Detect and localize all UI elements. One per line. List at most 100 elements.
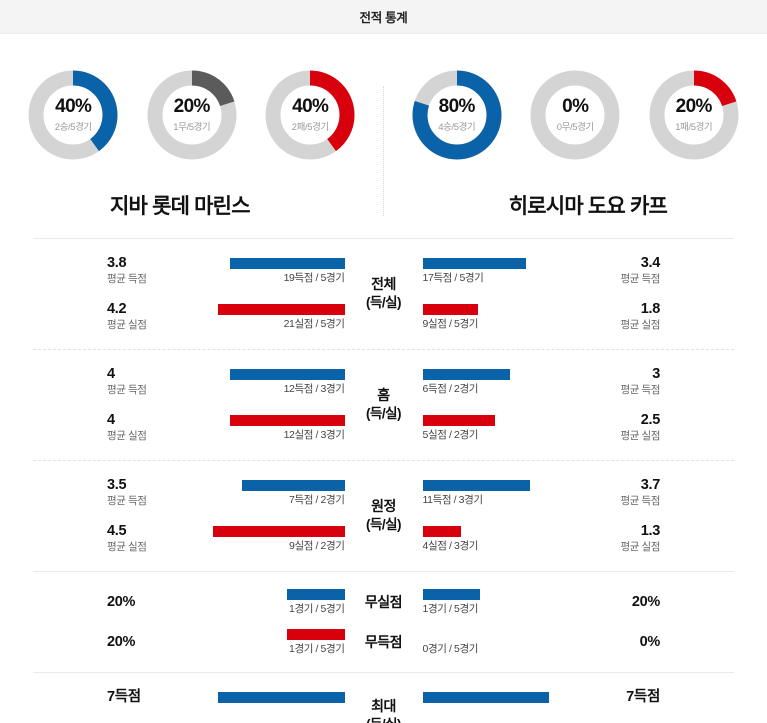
stat-value: 20% — [107, 633, 136, 650]
stat-value-label: 평균 득점 — [107, 495, 147, 508]
stat-bar-col: 12실점 / 3경기 — [159, 414, 345, 442]
stat-bar-label: 4실점 / 3경기 — [422, 539, 479, 552]
stat-line: 7득점 — [33, 678, 345, 716]
stat-value-label: 평균 득점 — [620, 495, 660, 508]
stat-bar-red — [229, 414, 345, 426]
stat-value-col: 20% — [33, 634, 159, 651]
stat-bar-col: 19득점 / 5경기 — [159, 257, 345, 285]
stat-half-right: 20% 1경기 / 5경기 0% 0경기 / 5경기 — [422, 582, 735, 662]
stat-value-col: 20% — [33, 594, 159, 611]
block-divider — [33, 672, 734, 673]
stat-bar-label: 12실점 / 3경기 — [283, 428, 345, 441]
center-label-main: 원정 — [371, 498, 396, 515]
stat-value: 4 — [107, 366, 115, 383]
stat-bar-red — [218, 303, 345, 315]
stat-value: 4.2 — [107, 301, 127, 318]
stat-bar-col: 11득점 / 3경기 — [422, 479, 609, 507]
stat-value-col: 1.8 평균 실점 — [608, 301, 734, 332]
center-label-sub: (득/실) — [365, 295, 402, 311]
stat-value-label: 평균 실점 — [620, 541, 660, 554]
center-label-main: 홈 — [377, 387, 390, 404]
page-title: 전적 통계 — [359, 11, 408, 25]
stat-value: 7득점 — [107, 688, 141, 705]
stat-center-label: 전체 (득/실) — [345, 275, 423, 312]
stat-value: 20% — [107, 593, 136, 610]
stat-line: 4.5 평균 실점 9실점 / 2경기 — [33, 516, 345, 562]
stat-center-label: 원정 (득/실) — [345, 497, 423, 534]
stat-line: 4 평균 실점 12실점 / 3경기 — [33, 405, 345, 451]
stat-value-col: 3 평균 득점 — [608, 366, 734, 397]
stat-bar-blue — [242, 479, 345, 491]
stat-bar-label: 1경기 / 5경기 — [422, 602, 479, 615]
stat-line: 7득점 — [422, 678, 735, 716]
stat-bar-blue — [422, 368, 510, 380]
stat-bar-col: 17득점 / 5경기 — [422, 257, 609, 285]
stat-value-col: 0% — [608, 634, 734, 651]
stat-block: 20% 1경기 / 5경기 20% 1경기 / 5경기 무실점 무득점 20% … — [33, 572, 734, 672]
stat-value-label: 평균 득점 — [107, 384, 147, 397]
donut-right-2: 20% 1패/5경기 — [646, 67, 742, 163]
donut-group-left: 40% 2승/5경기 20% 1무/5경기 40% 2패/5경기 — [0, 46, 384, 184]
stat-line: 4.2 평균 실점 21실점 / 5경기 — [33, 294, 345, 340]
stat-value-col: 3.5 평균 득점 — [33, 477, 159, 508]
donut-left-0: 40% 2승/5경기 — [25, 67, 121, 163]
stat-value-col: 7득점 — [608, 689, 734, 706]
stat-line: 0% 0경기 / 5경기 — [423, 622, 735, 662]
stat-value: 3.4 — [640, 255, 661, 272]
stat-bar-red — [422, 525, 462, 537]
stat-bar-label: 5실점 / 2경기 — [422, 428, 479, 441]
stat-bar-red — [212, 525, 345, 537]
stat-value-col: 7득점 — [33, 689, 159, 706]
stat-block: 7득점 10실점 최대 (득/실) 7득점 3실점 — [33, 673, 734, 723]
stat-value-label: 평균 득점 — [620, 384, 660, 397]
stat-value-col: 3.4 평균 득점 — [608, 255, 734, 286]
stat-bar-col: 9실점 / 5경기 — [422, 303, 609, 331]
stat-value: 4 — [107, 412, 115, 429]
stat-bar-col: 12득점 / 3경기 — [159, 368, 345, 396]
stat-bar-blue — [422, 691, 549, 703]
stat-half-left: 7득점 10실점 — [33, 678, 345, 723]
stat-bar-col: 1경기 / 5경기 — [159, 588, 345, 616]
stat-bar-label: 12득점 / 3경기 — [283, 382, 345, 395]
stat-half-right: 3 평균 득점 6득점 / 2경기 2.5 평균 실점 5실점 / 2경기 — [422, 359, 735, 451]
stat-bar-col: 4실점 / 3경기 — [422, 525, 609, 553]
stat-value-col: 4 평균 실점 — [33, 412, 159, 443]
stat-line: 20% 1경기 / 5경기 — [33, 622, 345, 662]
stat-bar-label: 17득점 / 5경기 — [422, 271, 484, 284]
stat-bar-col: 1경기 / 5경기 — [422, 588, 609, 616]
stat-value: 3.7 — [640, 477, 661, 494]
stat-half-right: 7득점 3실점 — [422, 678, 735, 723]
stat-half-left: 3.5 평균 득점 7득점 / 2경기 4.5 평균 실점 9실점 / 2경기 — [33, 470, 345, 562]
block-divider — [33, 349, 734, 350]
stat-value-label: 평균 득점 — [620, 273, 660, 286]
stat-line: 20% 1경기 / 5경기 — [422, 582, 735, 622]
stat-value: 7득점 — [626, 688, 660, 705]
stat-value-label: 평균 실점 — [107, 541, 147, 554]
stat-bar-col: 7득점 / 2경기 — [159, 479, 345, 507]
stat-block: 4 평균 득점 12득점 / 3경기 4 평균 실점 12실점 / 3경기 홈 … — [33, 350, 734, 460]
donut-right-0: 80% 4승/5경기 — [409, 67, 505, 163]
stats-container: 3.8 평균 득점 19득점 / 5경기 4.2 평균 실점 21실점 / 5경… — [0, 238, 767, 723]
stat-line: 3실점 — [423, 716, 735, 723]
stat-line: 3 평균 득점 6득점 / 2경기 — [422, 359, 735, 405]
stat-bar-label: 7득점 / 2경기 — [289, 493, 345, 506]
stat-half-right: 3.4 평균 득점 17득점 / 5경기 1.8 평균 실점 9실점 / 5경기 — [422, 248, 735, 340]
stat-value: 3.8 — [107, 255, 127, 272]
block-divider — [33, 460, 734, 461]
stat-value-label: 평균 실점 — [107, 319, 147, 332]
center-label-cleansheet: 무실점 — [364, 593, 403, 610]
stat-bar-blue — [287, 588, 345, 600]
stat-bar-red — [422, 303, 479, 315]
stat-bar-label: 1경기 / 5경기 — [289, 642, 345, 655]
stat-value-col: 20% — [608, 594, 734, 611]
stat-center-label: 무실점 무득점 — [345, 582, 423, 662]
stat-value: 3 — [652, 366, 660, 383]
stat-value-col: 4.5 평균 실점 — [33, 523, 159, 554]
stat-bar-label: 1경기 / 5경기 — [289, 602, 345, 615]
stat-bar-red — [422, 414, 495, 426]
block-divider — [33, 238, 734, 239]
stat-block: 3.5 평균 득점 7득점 / 2경기 4.5 평균 실점 9실점 / 2경기 … — [33, 461, 734, 571]
stat-half-left: 3.8 평균 득점 19득점 / 5경기 4.2 평균 실점 21실점 / 5경… — [33, 248, 345, 340]
stat-bar-blue — [218, 691, 345, 703]
